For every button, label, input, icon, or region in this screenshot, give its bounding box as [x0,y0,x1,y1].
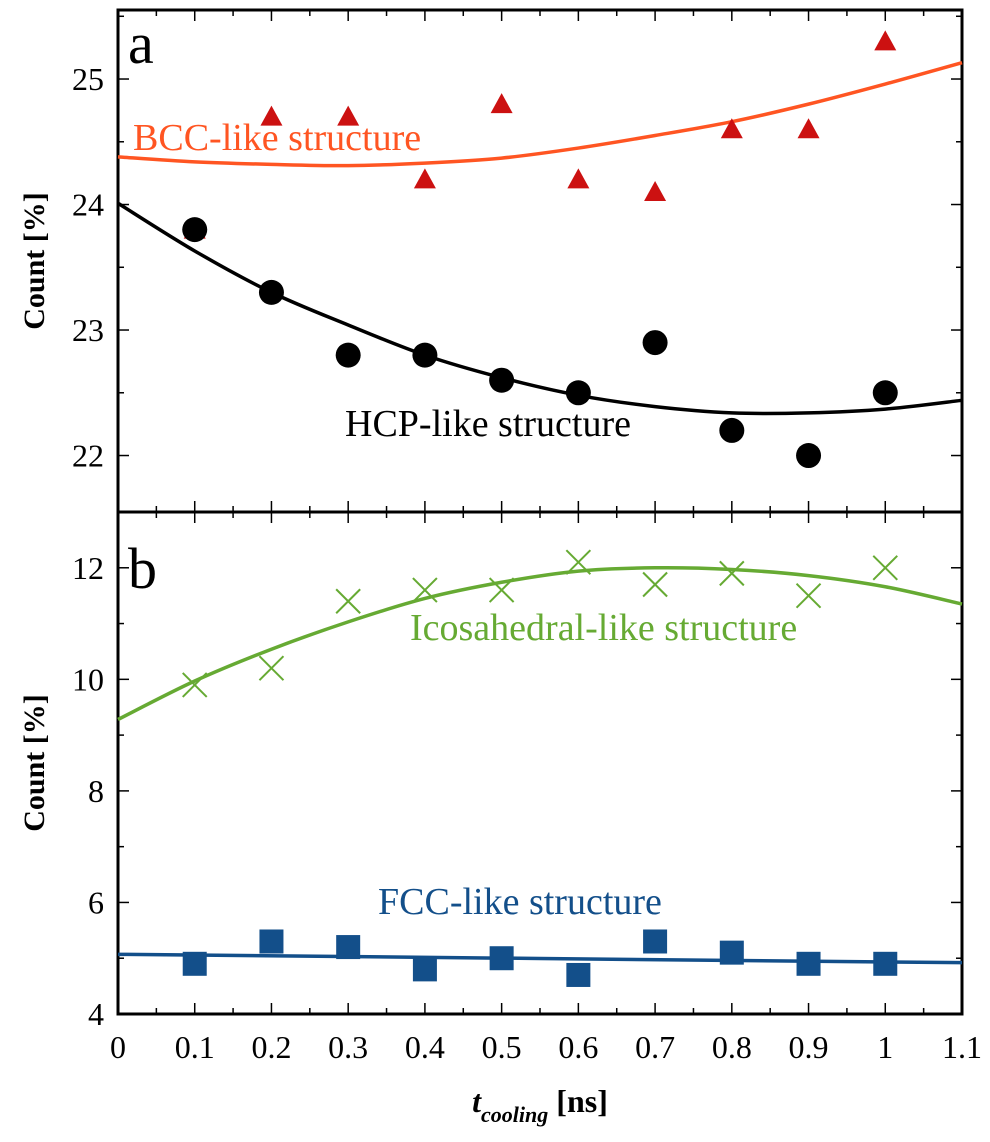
square-point [719,940,744,965]
square-point [796,951,821,976]
cross-stroke [642,571,668,598]
triangle-point [797,118,820,139]
circle-point [412,342,438,368]
circle-point [872,380,898,406]
cross-point [488,577,515,603]
y-tick-label: 6 [88,884,104,920]
cross-stroke [182,672,208,698]
circle-point [565,380,591,406]
circle-point [258,279,284,305]
y-tick-label: 4 [88,996,104,1032]
triangle-point [567,168,590,189]
y-tick-label: 22 [72,438,104,474]
panel-a-ylabel: Count [%] [18,192,51,330]
triangle-point [337,105,360,126]
chart-labels: 22 23 24 25 BCC-like structure HCP-like struc… [72,61,982,1065]
x-axis-label-main: t [472,1083,482,1119]
cross-point [335,588,361,614]
series-annotation: BCC-like structure [133,117,421,159]
series-annotation: Icosahedral-like structure [410,607,797,649]
triangle-point [413,168,436,189]
y-tick-label: 12 [72,550,104,586]
y-tick-label: 23 [72,312,104,348]
fit-curve-fcc [117,952,963,965]
x-tick-label: 0.5 [482,1029,522,1065]
series-annotation: FCC-like structure [378,881,662,923]
panel-b-label: b [128,536,157,601]
square-point [259,929,284,954]
x-tick-label: 0.8 [712,1029,752,1065]
x-tick-label: 0.9 [789,1029,829,1065]
triangle-point [720,118,743,139]
panel-b-ylabel: Count [%] [18,694,51,832]
x-tick-label: 0 [110,1029,126,1065]
triangle-point [260,105,283,126]
x-tick-label: 0.6 [558,1029,598,1065]
cross-point [795,582,822,609]
square-point [643,929,668,954]
fit-curve-hcp [117,201,963,416]
x-axis-label-unit: [ns] [548,1083,608,1119]
cross-point [719,560,745,587]
y-tick-label: 10 [72,661,104,697]
circle-point [335,342,361,368]
cross-stroke [872,555,898,581]
cross-point [258,655,285,681]
triangle-point [490,93,513,114]
y-tick-label: 8 [88,773,104,809]
panel-b-frame [116,510,964,1016]
y-tick-label: 24 [72,187,104,223]
data-markers [182,30,898,987]
x-tick-label: 0.3 [328,1029,368,1065]
x-axis-label: tcooling [ns] [472,1083,608,1127]
circle-point [182,217,208,243]
cross-stroke [565,549,592,575]
square-point [873,951,898,976]
square-point [182,951,207,976]
x-tick-label: 1.1 [942,1029,982,1065]
cross-point [182,672,208,698]
cross-stroke [412,577,438,603]
x-axis-label-sub: cooling [481,1102,548,1127]
x-tick-label: 0.1 [175,1029,215,1065]
cross-stroke [335,588,361,614]
x-tick-label: 0.4 [405,1029,445,1065]
square-point [566,962,591,987]
panel-b-ticks [117,511,963,1015]
series-annotation: HCP-like structure [345,403,631,445]
cross-stroke [719,560,745,587]
fit-curve-icosahedral [117,565,963,722]
x-tick-label: 1 [877,1029,893,1065]
square-point [489,946,514,971]
square-point [336,935,361,960]
circle-point [796,443,822,469]
cross-point [412,577,438,603]
cross-stroke [258,655,285,681]
triangle-point [644,180,667,201]
cross-point [872,555,898,581]
y-tick-label: 25 [72,61,104,97]
triangle-point [874,30,897,51]
square-point [412,957,437,982]
cross-stroke [795,582,822,609]
circle-point [642,330,668,356]
panel-a-label: a [128,11,154,76]
x-tick-label: 0.7 [635,1029,675,1065]
cross-stroke [488,577,515,603]
cross-point [565,549,592,575]
cross-point [642,571,668,598]
fit-curve-bcc [117,61,963,168]
panel-a-ticks [117,10,963,512]
circle-point [489,367,515,393]
circle-point [719,417,745,443]
x-tick-label: 0.2 [251,1029,291,1065]
